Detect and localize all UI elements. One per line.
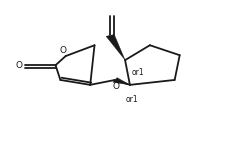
Text: O: O: [15, 61, 22, 70]
Text: or1: or1: [132, 68, 144, 77]
Polygon shape: [113, 78, 130, 85]
Text: or1: or1: [126, 95, 138, 104]
Polygon shape: [106, 34, 125, 60]
Text: O: O: [112, 82, 119, 91]
Text: O: O: [60, 46, 67, 54]
